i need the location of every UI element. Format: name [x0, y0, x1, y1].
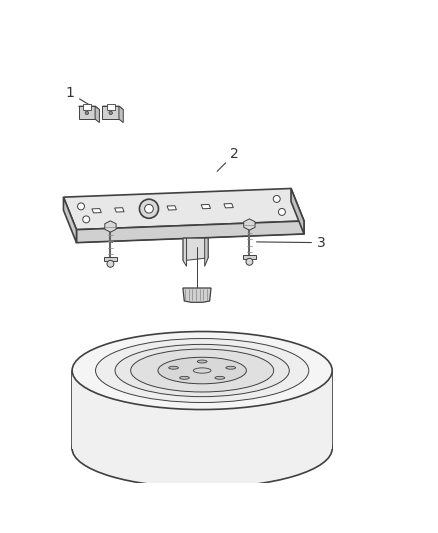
Ellipse shape	[72, 409, 332, 488]
Text: 1: 1	[65, 86, 95, 108]
Polygon shape	[78, 106, 95, 119]
Ellipse shape	[115, 344, 289, 397]
Polygon shape	[78, 106, 99, 110]
Bar	[106, 104, 115, 110]
Polygon shape	[114, 208, 124, 212]
Polygon shape	[64, 189, 304, 230]
Polygon shape	[183, 238, 186, 266]
Polygon shape	[102, 106, 123, 110]
Text: 3: 3	[256, 236, 325, 249]
Ellipse shape	[95, 338, 308, 402]
Ellipse shape	[215, 376, 224, 379]
Polygon shape	[243, 255, 255, 259]
Circle shape	[78, 203, 84, 210]
Circle shape	[144, 205, 153, 213]
Ellipse shape	[179, 376, 189, 379]
Bar	[82, 104, 91, 110]
Polygon shape	[183, 238, 208, 261]
Circle shape	[109, 111, 112, 115]
Polygon shape	[64, 197, 76, 243]
Ellipse shape	[197, 360, 207, 363]
Circle shape	[82, 216, 89, 223]
Circle shape	[245, 259, 252, 265]
Ellipse shape	[72, 332, 332, 409]
Polygon shape	[166, 206, 176, 210]
Polygon shape	[201, 205, 210, 209]
Ellipse shape	[168, 366, 178, 369]
Polygon shape	[72, 370, 332, 449]
Circle shape	[107, 260, 113, 267]
Polygon shape	[76, 221, 304, 243]
Polygon shape	[92, 208, 101, 213]
Polygon shape	[183, 288, 211, 302]
Text: 3: 3	[65, 209, 112, 243]
Polygon shape	[243, 219, 254, 230]
Text: 2: 2	[217, 147, 239, 171]
Circle shape	[278, 208, 285, 215]
Circle shape	[272, 196, 279, 203]
Polygon shape	[223, 204, 233, 208]
Polygon shape	[119, 106, 123, 123]
Polygon shape	[105, 221, 116, 232]
Polygon shape	[204, 238, 208, 266]
Polygon shape	[290, 189, 304, 234]
Polygon shape	[102, 106, 119, 119]
Ellipse shape	[158, 357, 246, 384]
Ellipse shape	[131, 349, 273, 392]
Polygon shape	[95, 106, 99, 123]
Polygon shape	[144, 207, 153, 211]
Circle shape	[85, 111, 88, 115]
Ellipse shape	[193, 368, 211, 373]
Ellipse shape	[226, 366, 235, 369]
Circle shape	[139, 199, 158, 219]
Polygon shape	[104, 257, 117, 261]
